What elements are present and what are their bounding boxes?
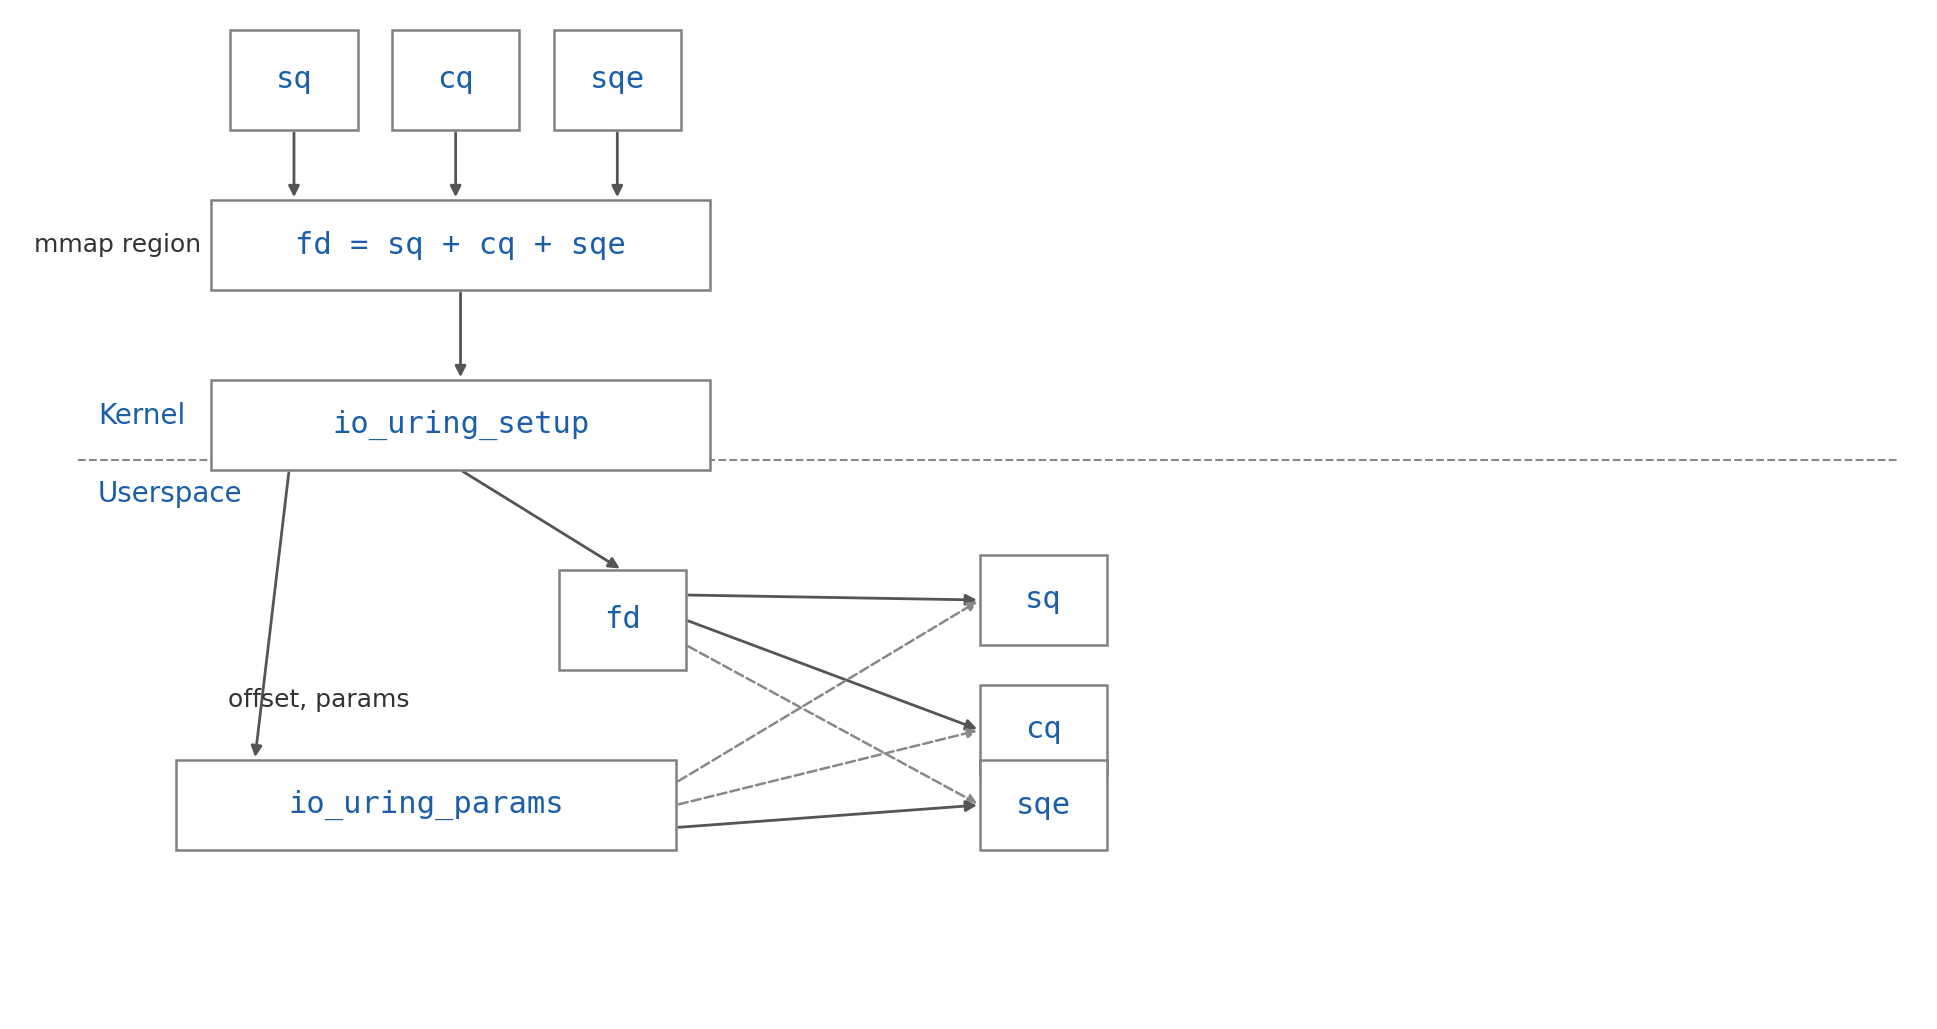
FancyBboxPatch shape — [980, 555, 1108, 645]
FancyBboxPatch shape — [391, 30, 519, 130]
FancyBboxPatch shape — [554, 30, 682, 130]
FancyBboxPatch shape — [558, 570, 686, 670]
Text: offset, params: offset, params — [229, 688, 409, 712]
Text: io_uring_params: io_uring_params — [289, 790, 564, 820]
Text: sqe: sqe — [1015, 790, 1071, 819]
Text: sq: sq — [275, 66, 312, 95]
Text: fd: fd — [604, 605, 641, 635]
FancyBboxPatch shape — [211, 200, 711, 290]
FancyBboxPatch shape — [980, 760, 1108, 850]
Text: Userspace: Userspace — [99, 480, 242, 508]
Text: mmap region: mmap region — [33, 233, 201, 257]
Text: Kernel: Kernel — [99, 402, 186, 430]
Text: io_uring_setup: io_uring_setup — [331, 410, 589, 440]
Text: fd = sq + cq + sqe: fd = sq + cq + sqe — [294, 230, 626, 259]
FancyBboxPatch shape — [231, 30, 358, 130]
Text: cq: cq — [438, 66, 475, 95]
Text: sq: sq — [1025, 586, 1061, 614]
Text: sqe: sqe — [589, 66, 645, 95]
Text: cq: cq — [1025, 715, 1061, 745]
FancyBboxPatch shape — [211, 380, 711, 470]
FancyBboxPatch shape — [176, 760, 676, 850]
FancyBboxPatch shape — [980, 685, 1108, 775]
